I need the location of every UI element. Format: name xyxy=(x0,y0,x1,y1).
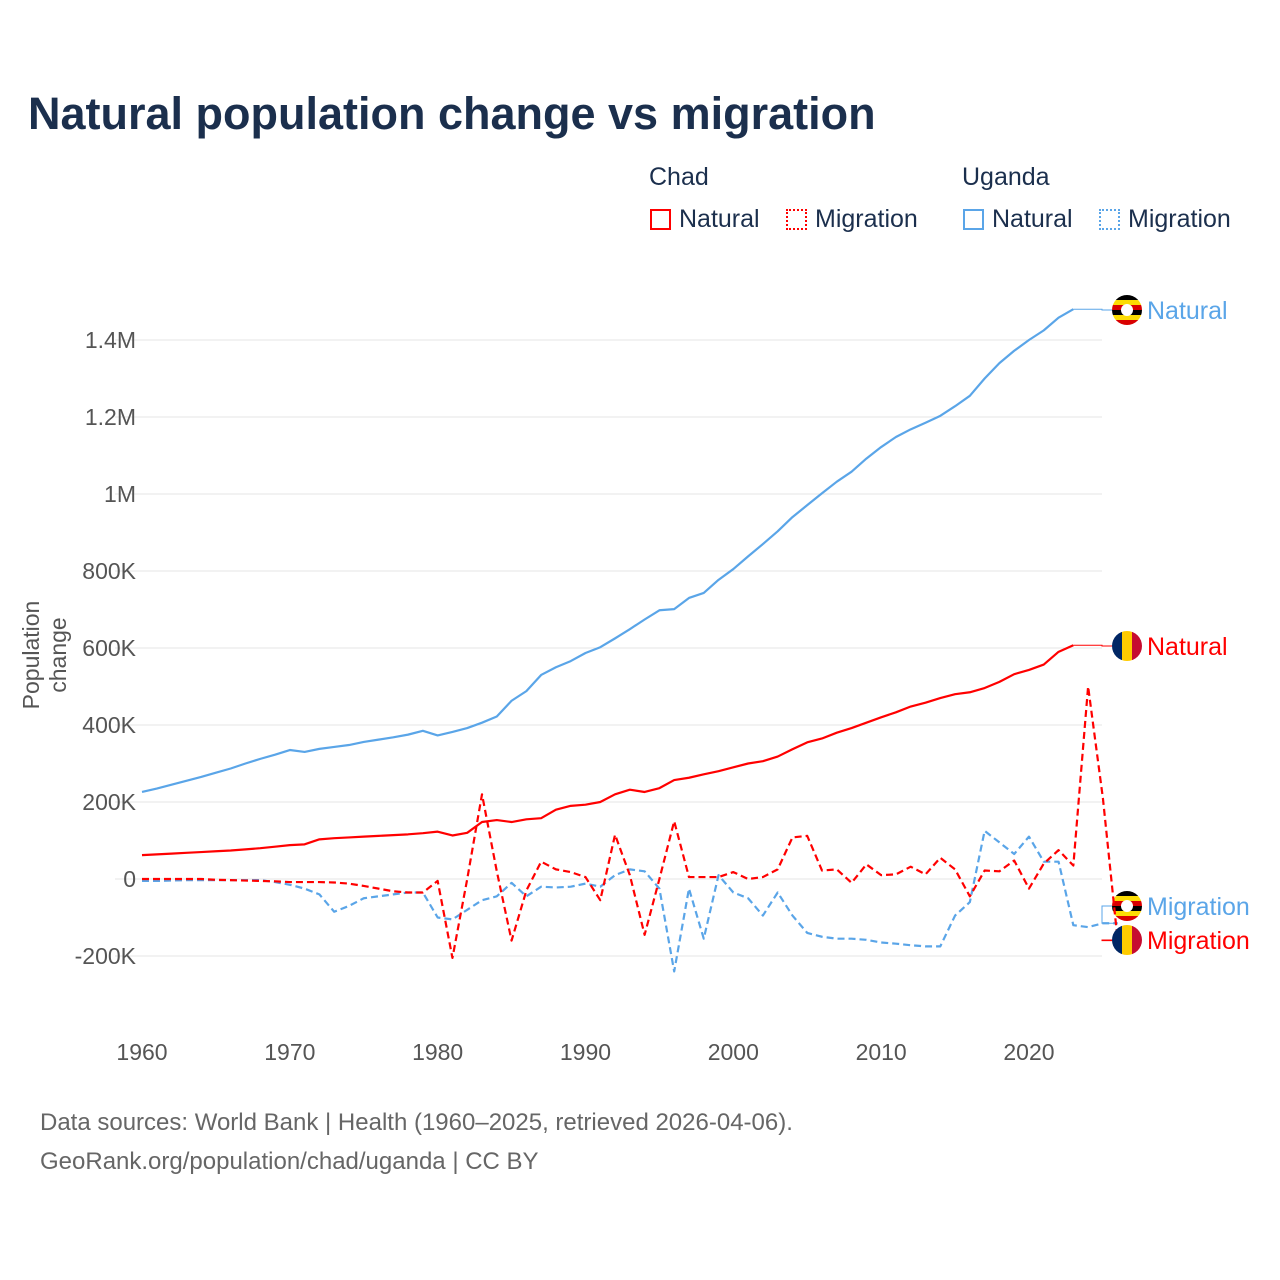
flag-body xyxy=(1112,631,1142,661)
legend-group-chad: Chad xyxy=(649,163,709,191)
x-tick-label: 1970 xyxy=(264,1039,315,1065)
flag-stripe xyxy=(1112,911,1142,916)
chart-title: Natural population change vs migration xyxy=(28,88,876,139)
flag-stripe xyxy=(1112,315,1142,320)
flag-stripe xyxy=(1122,925,1132,955)
x-tick-label: 1960 xyxy=(116,1039,167,1065)
legend-chad-natural[interactable]: Natural xyxy=(650,205,760,234)
y-tick-label: 1M xyxy=(104,481,136,507)
flag-stripe xyxy=(1112,925,1122,955)
x-tick-label: 2020 xyxy=(1003,1039,1054,1065)
y-tick-label: 200K xyxy=(82,789,136,815)
flag-stripe xyxy=(1112,631,1122,661)
series-line-chad-natural xyxy=(141,644,1074,857)
legend-swatch-solid xyxy=(650,209,671,230)
legend-swatch-solid xyxy=(963,209,984,230)
flag-stripe xyxy=(1132,631,1142,661)
legend-label: Natural xyxy=(992,205,1073,233)
end-label: Natural xyxy=(1147,633,1228,661)
x-tick-label: 1980 xyxy=(412,1039,463,1065)
y-tick-label: 0 xyxy=(123,866,136,892)
flag-stripe xyxy=(1122,631,1132,661)
label-connector xyxy=(1073,308,1112,311)
legend-uganda-migration[interactable]: Migration xyxy=(1099,205,1231,234)
legend-label: Natural xyxy=(679,205,760,233)
legend-group-uganda: Uganda xyxy=(962,163,1050,191)
uganda-flag-icon xyxy=(1112,891,1142,921)
legend-uganda-natural[interactable]: Natural xyxy=(963,205,1073,234)
chad-flag-icon xyxy=(1112,631,1142,661)
legend-swatch-dotted xyxy=(786,209,807,230)
flag-stripe xyxy=(1112,916,1142,921)
source-line-2[interactable]: GeoRank.org/population/chad/uganda | CC … xyxy=(40,1148,539,1175)
uganda-flag-icon xyxy=(1112,295,1142,325)
flag-body xyxy=(1112,925,1142,955)
x-tick-label: 2000 xyxy=(708,1039,759,1065)
legend-swatch-dotted xyxy=(1099,209,1120,230)
end-label: Migration xyxy=(1147,893,1250,921)
y-tick-label: 1.2M xyxy=(85,404,136,430)
y-tick-label: -200K xyxy=(75,943,137,969)
label-connector xyxy=(1101,905,1118,924)
legend-label: Migration xyxy=(1128,205,1231,233)
flag-stripe xyxy=(1112,320,1142,325)
flag-stripe xyxy=(1132,925,1142,955)
legend-chad-migration[interactable]: Migration xyxy=(786,205,918,234)
x-tick-label: 2010 xyxy=(856,1039,907,1065)
flag-stripe xyxy=(1112,896,1142,901)
series-line-uganda-migration xyxy=(142,829,1118,973)
end-label: Migration xyxy=(1147,927,1250,955)
end-label: Natural xyxy=(1147,297,1228,325)
flag-stripe xyxy=(1112,295,1142,300)
source-line-1: Data sources: World Bank | Health (1960–… xyxy=(40,1109,793,1136)
flag-stripe xyxy=(1112,300,1142,305)
series-line-chad-migration xyxy=(142,685,1119,960)
y-tick-label: 1.4M xyxy=(85,327,136,353)
y-tick-label: 800K xyxy=(82,558,136,584)
x-tick-label: 1990 xyxy=(560,1039,611,1065)
flag-emblem xyxy=(1121,900,1133,912)
y-tick-label: 400K xyxy=(82,712,136,738)
flag-body xyxy=(1112,295,1142,325)
flag-emblem xyxy=(1121,304,1133,316)
flag-stripe xyxy=(1112,891,1142,896)
flag-body xyxy=(1112,891,1142,921)
label-connector xyxy=(1073,644,1112,647)
chad-flag-icon xyxy=(1112,925,1142,955)
y-tick-label: 600K xyxy=(82,635,136,661)
series-line-uganda-natural xyxy=(141,308,1074,794)
label-connector xyxy=(1101,939,1118,942)
legend-label: Migration xyxy=(815,205,918,233)
